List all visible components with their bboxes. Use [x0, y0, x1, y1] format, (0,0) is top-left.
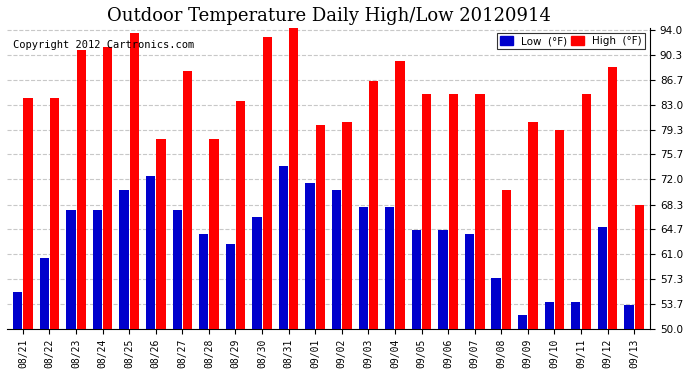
Bar [279, 166, 288, 329]
Bar [253, 217, 262, 329]
Bar [172, 210, 181, 329]
Bar [342, 122, 352, 329]
Bar [130, 33, 139, 329]
Bar [23, 98, 32, 329]
Bar [385, 207, 395, 329]
Bar [369, 81, 378, 329]
Bar [608, 67, 618, 329]
Bar [359, 207, 368, 329]
Bar [289, 27, 299, 329]
Bar [210, 139, 219, 329]
Bar [502, 190, 511, 329]
Legend: Low  (°F), High  (°F): Low (°F), High (°F) [497, 33, 645, 50]
Bar [624, 305, 633, 329]
Bar [598, 227, 607, 329]
Bar [582, 94, 591, 329]
Bar [77, 50, 86, 329]
Text: Copyright 2012 Cartronics.com: Copyright 2012 Cartronics.com [13, 40, 195, 50]
Bar [395, 60, 405, 329]
Bar [544, 302, 554, 329]
Bar [157, 139, 166, 329]
Bar [438, 230, 448, 329]
Bar [183, 71, 193, 329]
Bar [306, 183, 315, 329]
Bar [412, 230, 421, 329]
Bar [199, 234, 208, 329]
Bar [518, 315, 527, 329]
Bar [475, 94, 484, 329]
Bar [635, 205, 644, 329]
Bar [555, 130, 564, 329]
Bar [119, 190, 128, 329]
Title: Outdoor Temperature Daily High/Low 20120914: Outdoor Temperature Daily High/Low 20120… [106, 7, 551, 25]
Bar [39, 258, 49, 329]
Bar [422, 94, 431, 329]
Bar [226, 244, 235, 329]
Bar [571, 302, 580, 329]
Bar [263, 37, 272, 329]
Bar [66, 210, 75, 329]
Bar [103, 47, 112, 329]
Bar [92, 210, 102, 329]
Bar [236, 101, 246, 329]
Bar [465, 234, 474, 329]
Bar [13, 292, 22, 329]
Bar [529, 122, 538, 329]
Bar [50, 98, 59, 329]
Bar [332, 190, 342, 329]
Bar [316, 125, 325, 329]
Bar [491, 278, 501, 329]
Bar [448, 94, 458, 329]
Bar [146, 176, 155, 329]
